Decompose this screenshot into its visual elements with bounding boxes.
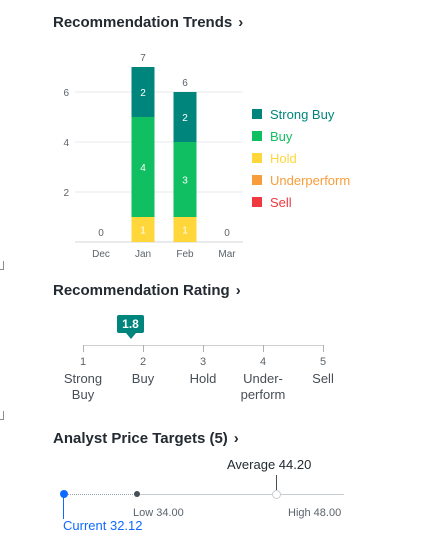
chevron-right-icon: › xyxy=(235,282,241,299)
average-target-dot xyxy=(272,490,281,499)
bar-segment-value-label: 4 xyxy=(140,163,146,174)
recommendation-trends-chart: 2 4 6 0 Dec 1 4 2 7 Jan 1 3 2 6 Feb 0 Mar xyxy=(63,53,243,260)
low-target-dot xyxy=(134,491,140,497)
average-target-pointer xyxy=(276,475,277,490)
bar-total-label: 7 xyxy=(140,53,146,64)
low-target-label: Low 34.00 xyxy=(133,507,184,519)
bar-total-label: 0 xyxy=(224,228,230,239)
bar-segment-value-label: 2 xyxy=(182,113,188,124)
analyst-price-targets-label: Analyst Price Targets (5) xyxy=(53,430,228,447)
current-price-marker-line xyxy=(63,494,64,519)
current-price-label: Current 32.12 xyxy=(63,518,143,533)
legend-item-sell[interactable]: Sell xyxy=(252,191,350,213)
rating-scale-tick xyxy=(83,345,84,352)
rating-scale-number: 2 xyxy=(139,356,147,368)
legend-swatch xyxy=(252,131,262,141)
low-to-high-range-line xyxy=(137,494,344,495)
legend-swatch xyxy=(252,109,262,119)
bar-segment-value-label: 3 xyxy=(182,176,188,187)
rating-scale-label: Strong Buy xyxy=(63,371,103,402)
bar-segment-value-label: 1 xyxy=(182,226,188,237)
chevron-right-icon: › xyxy=(238,14,244,31)
current-to-low-line xyxy=(64,494,137,495)
legend-label: Underperform xyxy=(270,172,351,188)
rating-scale-label: Under- perform xyxy=(240,371,286,402)
legend-item-hold[interactable]: Hold xyxy=(252,147,350,169)
recommendation-trends-title[interactable]: Recommendation Trends › xyxy=(53,14,243,31)
legend-label: Hold xyxy=(270,150,297,166)
recommendation-rating-title[interactable]: Recommendation Rating › xyxy=(53,282,241,299)
bar-segment-hold xyxy=(173,217,197,242)
rating-scale-number: 1 xyxy=(79,356,87,368)
analyst-price-targets-title[interactable]: Analyst Price Targets (5) › xyxy=(53,430,239,447)
section-divider-mark xyxy=(0,411,4,420)
legend-item-strong-buy[interactable]: Strong Buy xyxy=(252,103,350,125)
rating-scale-tick xyxy=(143,345,144,352)
rating-scale-tick xyxy=(203,345,204,352)
rating-scale-tick xyxy=(323,345,324,352)
legend-swatch xyxy=(252,197,262,207)
bar-segment-strong-buy xyxy=(173,92,197,142)
rating-value-badge: 1.8 xyxy=(117,315,144,339)
x-tick-label: Mar xyxy=(218,249,236,260)
rating-scale-number: 5 xyxy=(319,356,327,368)
chart-legend: Strong Buy Buy Hold Underperform Sell xyxy=(252,103,350,213)
legend-item-buy[interactable]: Buy xyxy=(252,125,350,147)
bar-total-label: 0 xyxy=(98,228,104,239)
average-target-label: Average 44.20 xyxy=(227,457,312,472)
section-divider-mark xyxy=(0,261,4,270)
legend-swatch xyxy=(252,175,262,185)
rating-scale-number: 3 xyxy=(199,356,207,368)
rating-scale-label: Hold xyxy=(189,371,217,386)
recommendation-rating-label: Recommendation Rating xyxy=(53,282,230,299)
legend-swatch xyxy=(252,153,262,163)
chevron-right-icon: › xyxy=(233,430,239,447)
recommendation-trends-label: Recommendation Trends xyxy=(53,14,233,31)
bar-segment-strong-buy xyxy=(131,67,155,117)
bar-segment-buy xyxy=(173,142,197,217)
y-tick-label: 2 xyxy=(63,188,69,199)
legend-label: Buy xyxy=(270,128,293,144)
y-tick-label: 6 xyxy=(63,88,69,99)
bar-segment-value-label: 2 xyxy=(140,88,146,99)
y-tick-label: 4 xyxy=(63,138,69,149)
x-tick-label: Jan xyxy=(135,249,151,260)
bar-segment-hold xyxy=(131,217,155,242)
x-tick-label: Feb xyxy=(176,249,194,260)
rating-scale-label: Buy xyxy=(131,371,155,386)
bar-total-label: 6 xyxy=(182,78,188,89)
bar-segment-buy xyxy=(131,117,155,217)
legend-label: Sell xyxy=(270,194,292,210)
bar-segment-value-label: 1 xyxy=(140,226,146,237)
rating-scale-label: Sell xyxy=(312,371,334,386)
rating-scale-number: 4 xyxy=(259,356,267,368)
x-tick-label: Dec xyxy=(92,249,110,260)
legend-label: Strong Buy xyxy=(270,106,335,122)
high-target-label: High 48.00 xyxy=(288,507,342,519)
legend-item-underperform[interactable]: Underperform xyxy=(252,169,350,191)
current-price-dot xyxy=(60,490,68,498)
rating-scale-tick xyxy=(263,345,264,352)
